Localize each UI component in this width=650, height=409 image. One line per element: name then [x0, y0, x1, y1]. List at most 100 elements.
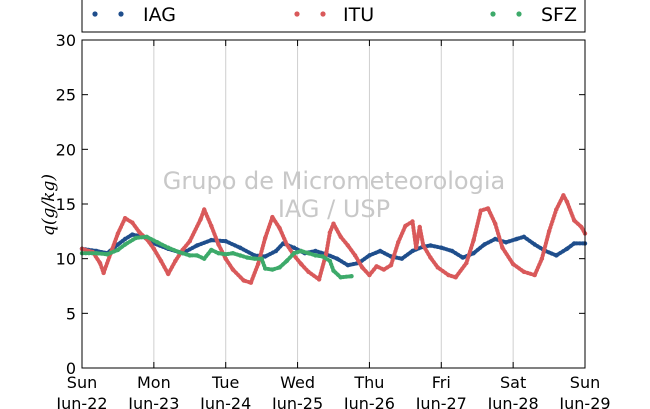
data-point	[360, 265, 365, 270]
legend-box	[81, 0, 586, 33]
data-point	[413, 245, 419, 250]
y-tick-label: 0	[66, 359, 76, 378]
data-point	[202, 207, 207, 212]
data-point	[320, 254, 325, 259]
data-point	[554, 253, 559, 258]
data-point	[122, 242, 128, 247]
data-point	[115, 242, 121, 247]
data-point	[539, 256, 545, 261]
y-tick-label: 30	[56, 31, 76, 50]
data-point	[263, 266, 268, 271]
data-point	[151, 246, 157, 251]
x-tick-label-date: Jun-29	[558, 394, 610, 409]
watermark-line: IAG / USP	[278, 195, 390, 223]
data-point	[198, 217, 203, 222]
x-tick-label-day: Sun	[67, 373, 97, 392]
x-tick-label-day: Tue	[211, 373, 239, 392]
x-tick-label-date: Jun-23	[127, 394, 179, 409]
data-point	[273, 248, 279, 254]
data-point	[482, 242, 487, 247]
data-point	[554, 207, 559, 212]
data-point	[510, 261, 516, 267]
data-point	[313, 253, 318, 258]
grid-lines	[153, 40, 514, 368]
y-axis-label: q(g/kg)	[39, 174, 59, 236]
data-point	[137, 230, 142, 235]
data-point	[223, 252, 228, 257]
data-point	[464, 260, 469, 266]
data-point	[331, 221, 336, 226]
data-point	[105, 252, 110, 257]
data-point	[263, 254, 268, 259]
data-point	[396, 240, 401, 245]
legend-label: ITU	[343, 4, 374, 26]
data-point	[381, 267, 386, 272]
data-point	[313, 248, 318, 254]
data-point	[248, 280, 254, 285]
data-point	[209, 237, 214, 243]
data-point	[478, 208, 483, 213]
data-point	[435, 265, 440, 270]
data-point	[306, 251, 311, 256]
data-point	[237, 253, 243, 258]
x-tick-label-date: Jun-25	[271, 394, 323, 409]
data-point	[263, 235, 268, 241]
data-point	[367, 272, 372, 278]
data-point	[564, 199, 570, 204]
data-point	[521, 234, 527, 239]
data-point	[202, 256, 207, 261]
data-point	[166, 271, 171, 277]
data-point	[471, 251, 476, 256]
legend-item-itu: ITU	[294, 4, 374, 26]
data-point	[349, 274, 354, 279]
data-point	[579, 224, 584, 230]
data-point	[245, 255, 250, 260]
data-point	[564, 246, 570, 251]
data-point	[252, 256, 257, 261]
data-point	[252, 253, 257, 258]
data-point	[374, 264, 379, 269]
data-point	[345, 243, 351, 248]
data-point	[194, 243, 200, 248]
data-point	[493, 236, 498, 242]
data-point	[446, 272, 451, 278]
data-point	[388, 263, 394, 268]
data-point	[158, 258, 164, 264]
legend-marker	[118, 11, 124, 17]
data-point	[417, 224, 422, 230]
data-point	[277, 265, 282, 270]
data-point	[521, 269, 527, 274]
data-point	[378, 248, 383, 254]
data-point	[187, 253, 192, 258]
data-point	[327, 230, 333, 235]
x-tick-label-day: Mon	[137, 373, 171, 392]
data-point	[230, 267, 236, 272]
x-tick-label-day: Thu	[353, 373, 384, 392]
x-axis: Sun Jun-22 Mon Jun-23 Tue Jun-24 Wed Jun-25 Thu J…	[55, 40, 611, 409]
x-tick-label-date: Jun-22	[55, 394, 107, 409]
data-point	[97, 260, 103, 266]
x-tick-label-date: Jun-28	[487, 394, 539, 409]
y-tick-label: 5	[66, 304, 76, 323]
data-point	[122, 236, 128, 242]
data-point	[324, 251, 329, 256]
x-tick-label-date: Jun-24	[199, 394, 251, 409]
series-layer	[79, 193, 588, 285]
data-point	[284, 242, 289, 247]
x-tick-label-day: Sun	[570, 373, 600, 392]
data-point	[345, 263, 351, 268]
data-point	[223, 256, 228, 261]
legend-marker	[490, 11, 496, 17]
data-point	[428, 255, 433, 260]
legend-marker	[92, 11, 98, 17]
y-tick-label: 15	[56, 195, 76, 214]
data-point	[166, 245, 171, 250]
data-point	[514, 236, 519, 242]
data-point	[122, 216, 128, 221]
data-point	[259, 256, 264, 261]
data-point	[572, 241, 577, 246]
data-point	[155, 240, 160, 245]
x-tick-label-day: Fri	[432, 373, 451, 392]
